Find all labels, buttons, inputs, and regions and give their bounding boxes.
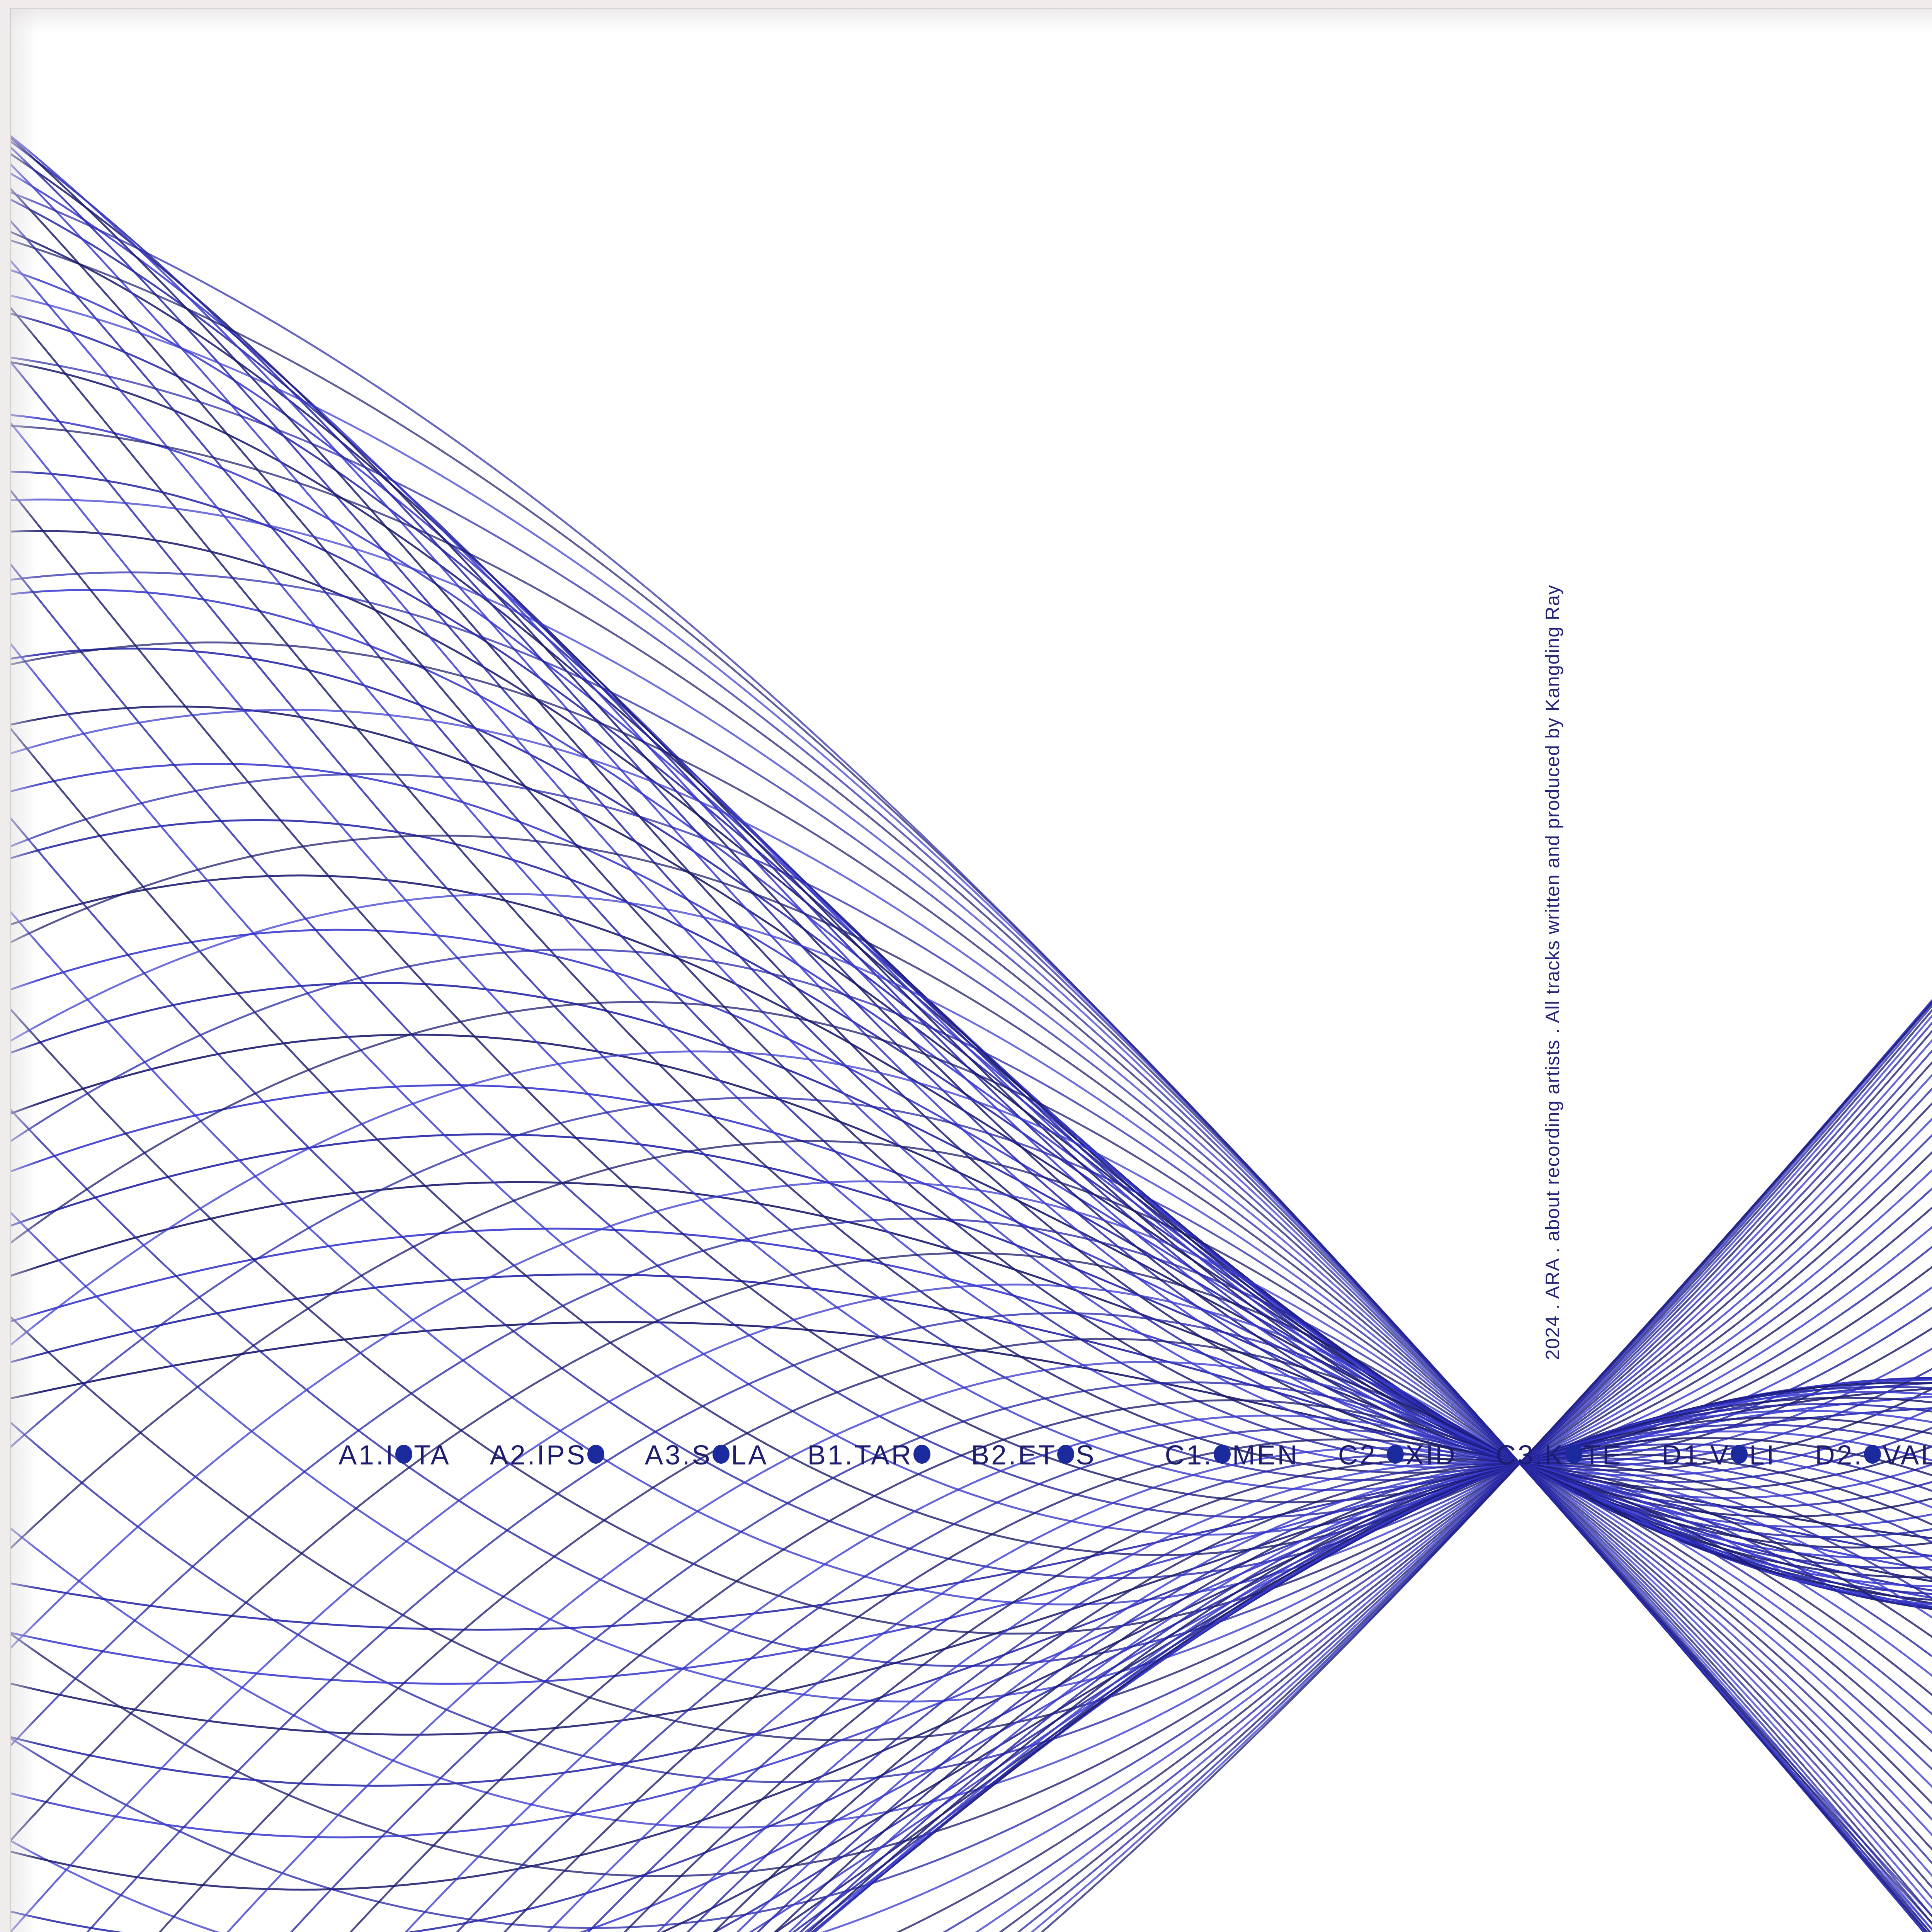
wave-curve: [736, 1460, 1932, 1932]
wave-curve: [11, 1014, 1932, 1932]
wave-curve: [998, 999, 1932, 1932]
track-label-d2: D2.: [1815, 1440, 1864, 1471]
wave-curve: [11, 489, 1932, 1503]
wave-curve: [11, 1283, 1932, 1932]
wave-curve: [11, 910, 1932, 1605]
wave-curve: [748, 1391, 1932, 1932]
track-label-a1: A1.I: [338, 1440, 395, 1471]
track-item-c1: C1. MEN: [1165, 1442, 1299, 1469]
track-item-d1: D1.V LI: [1662, 1442, 1776, 1469]
wave-curve: [11, 140, 1932, 1483]
filled-circle-o-icon: [712, 1444, 730, 1464]
track-label-c3-tail: TE: [1583, 1440, 1623, 1471]
wave-curve: [11, 199, 1932, 1508]
wave-curve: [623, 1458, 1932, 1932]
track-label-c2: C2.: [1338, 1440, 1387, 1471]
wave-curve: [942, 1004, 1932, 1932]
wave-curve: [1017, 999, 1932, 1932]
record-sleeve-front: A1.I TA A2.IPS A3.S LA B1.TAR B2.ET S C1. MEN C2. X…: [11, 9, 1932, 1932]
filled-circle-o-icon: [395, 1444, 413, 1464]
wave-curve: [11, 135, 1932, 1477]
wave-curve: [1040, 1002, 1932, 1932]
track-item-b2: B2.ET S: [971, 1442, 1096, 1469]
wave-curve: [1030, 1000, 1932, 1932]
wave-curve-group: [11, 135, 1932, 1932]
wave-curve: [11, 306, 1932, 1474]
track-item-b1: B1.TAR: [808, 1442, 932, 1469]
track-label-a3: A3.S: [645, 1440, 712, 1471]
track-label-c1-tail: MEN: [1232, 1440, 1299, 1471]
track-label-b1: B1.TAR: [807, 1440, 913, 1471]
track-item-c3: C3.K TE: [1496, 1442, 1623, 1469]
wave-curve: [11, 817, 1932, 1579]
track-item-c2: C2. XID: [1338, 1442, 1457, 1469]
filled-circle-o-icon: [587, 1444, 604, 1464]
track-item-d2: D2. VAL: [1815, 1442, 1932, 1469]
wave-curve: [11, 231, 1932, 1518]
track-label-d1: D1.V: [1662, 1440, 1731, 1471]
wave-curve: [11, 153, 1932, 1491]
filled-circle-o-icon: [1731, 1444, 1748, 1464]
track-item-a2: A2.IPS: [490, 1442, 606, 1469]
wave-curve: [896, 1009, 1932, 1932]
wave-curve: [11, 361, 1932, 1481]
track-label-d2-tail: VAL: [1882, 1440, 1932, 1471]
track-label-d1-tail: LI: [1749, 1440, 1776, 1471]
track-label-b2: B2.ET: [971, 1440, 1057, 1471]
wave-curve: [11, 563, 1932, 1518]
wave-curve: [11, 259, 1932, 1469]
wave-curve: [11, 136, 1932, 1471]
track-label-c3: C3.K: [1496, 1440, 1565, 1471]
track-label-a2: A2.IPS: [490, 1440, 587, 1471]
track-label-c2-tail: XID: [1405, 1440, 1457, 1471]
track-label-b2-tail: S: [1076, 1440, 1096, 1471]
spine-credit-upper: 2024 . ARA . about recording artists . A…: [1542, 584, 1563, 1360]
wave-curve: [11, 642, 1932, 1536]
wave-curve: [11, 356, 1932, 1932]
wave-curve: [11, 361, 1932, 1549]
track-label-a1-tail: TA: [414, 1440, 451, 1471]
wave-curve: [975, 1001, 1932, 1932]
wave-curve: [11, 1133, 1932, 1592]
track-label-a3-tail: LA: [731, 1440, 769, 1471]
track-item-a1: A1.I TA: [338, 1442, 451, 1469]
track-item-a3: A3.S LA: [645, 1442, 769, 1469]
wave-curve: [11, 146, 1932, 1468]
wave-curve: [11, 1140, 1932, 1889]
track-label-c1: C1.: [1165, 1440, 1214, 1471]
wave-curve: [11, 727, 1932, 1556]
filled-circle-o-icon: [1565, 1444, 1582, 1464]
wave-curve: [11, 163, 1932, 1465]
generative-sine-wave-artwork: [11, 135, 1932, 1932]
filled-circle-o-icon: [1387, 1444, 1404, 1464]
filled-circle-o-icon: [913, 1444, 930, 1464]
wave-curve: [656, 1461, 1932, 1932]
filled-circle-o-icon: [1057, 1444, 1075, 1464]
filled-circle-o-icon: [1214, 1444, 1231, 1464]
track-listing: A1.I TA A2.IPS A3.S LA B1.TAR B2.ET S C1. MEN C2. X…: [338, 1438, 1932, 1473]
filled-circle-o-icon: [1864, 1444, 1881, 1464]
